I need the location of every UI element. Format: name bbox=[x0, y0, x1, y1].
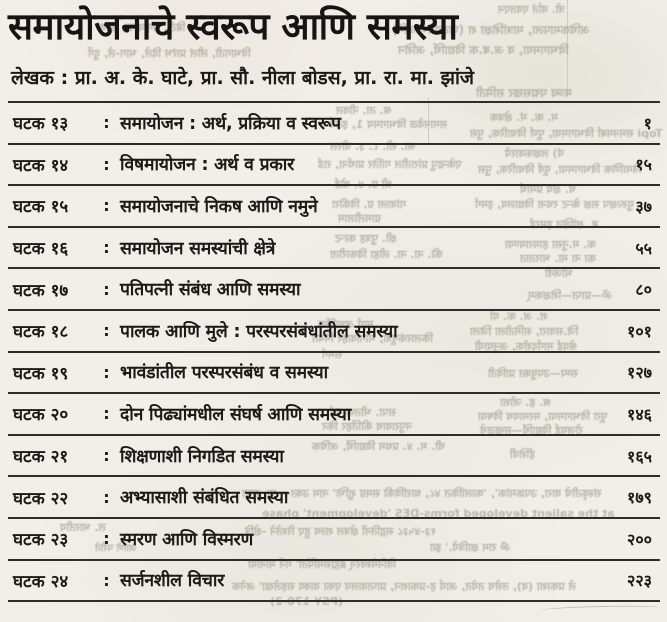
toc-table: घटक १३ : समायोजन : अर्थ, प्रक्रिया व स्व… bbox=[8, 101, 660, 603]
toc-row: घटक २१ : शिक्षणाशी निगडित समस्या १६५ bbox=[8, 433, 660, 476]
toc-separator: : bbox=[103, 570, 110, 590]
toc-separator: : bbox=[103, 487, 110, 507]
toc-page-number: १४६ bbox=[627, 404, 652, 424]
toc-entry-title: दोन पिढ्यांमधील संघर्ष आणि समस्या bbox=[120, 404, 352, 425]
toc-row: घटक १६ : समायोजन समस्यांची क्षेत्रे ५५ bbox=[8, 225, 660, 268]
toc-unit-label: घटक १७ bbox=[13, 280, 69, 301]
toc-row: घटक १९ : भावंडांतील परस्परसंबंध व समस्या… bbox=[8, 350, 660, 393]
toc-entry-title: समायोजनाचे निकष आणि नमुने bbox=[120, 196, 318, 217]
toc-unit-label: घटक १३ bbox=[13, 114, 69, 135]
bleedthrough-underline bbox=[541, 604, 661, 614]
toc-row: घटक १४ : विषमायोजन : अर्थ व प्रकार १५ bbox=[8, 142, 660, 185]
toc-page-number: २०० bbox=[627, 529, 652, 549]
toc-separator: : bbox=[103, 238, 110, 258]
toc-row: घटक १३ : समायोजन : अर्थ, प्रक्रिया व स्व… bbox=[8, 101, 660, 143]
toc-entry-title: शिक्षणाशी निगडित समस्या bbox=[120, 446, 284, 467]
toc-page-number: १५ bbox=[635, 155, 652, 175]
toc-unit-label: घटक १९ bbox=[13, 363, 69, 384]
toc-unit-label: घटक २३ bbox=[13, 530, 69, 551]
toc-entry-title: भावंडांतील परस्परसंबंध व समस्या bbox=[120, 363, 329, 384]
toc-entry-title: विषमायोजन : अर्थ व प्रकार bbox=[120, 155, 295, 176]
toc-page-number: १६५ bbox=[627, 446, 652, 466]
toc-separator: : bbox=[103, 279, 110, 299]
toc-entry-title: स्मरण आणि विस्मरण bbox=[120, 529, 254, 550]
toc-entry-title: पतिपत्नी संबंध आणि समस्या bbox=[120, 280, 301, 301]
toc-unit-label: घटक २२ bbox=[13, 488, 69, 509]
bleedthrough-text: मञ्च पद्मसखर समिती bbox=[476, 86, 572, 100]
toc-page-number: १ bbox=[643, 113, 652, 133]
toc-separator: : bbox=[103, 446, 110, 466]
toc-page-number: ५५ bbox=[635, 238, 652, 258]
toc-page-number: १२७ bbox=[627, 363, 652, 383]
toc-unit-label: घटक १८ bbox=[13, 322, 69, 343]
toc-row: घटक १८ : पालक आणि मुले : परस्परसंबंधांती… bbox=[8, 308, 660, 351]
toc-separator: : bbox=[103, 321, 110, 341]
toc-row: घटक १७ : पतिपत्नी संबंध आणि समस्या ८० bbox=[8, 267, 660, 309]
bleedthrough-text: त्रो. र्वातं एवतएन bbox=[498, 3, 565, 16]
toc-page-number: १०१ bbox=[627, 321, 652, 341]
toc-separator: : bbox=[103, 196, 110, 216]
toc-row: घटक २० : दोन पिढ्यांमधील संघर्ष आणि समस्… bbox=[8, 392, 660, 434]
toc-separator: : bbox=[103, 529, 110, 549]
toc-page-number: ३७ bbox=[635, 196, 652, 216]
toc-unit-label: घटक १६ bbox=[13, 239, 69, 260]
toc-unit-label: घटक २० bbox=[13, 405, 69, 426]
authors-line: लेखक : प्रा. अ. के. घाटे, प्रा. सौ. नीला… bbox=[11, 67, 474, 89]
toc-unit-label: घटक २४ bbox=[13, 571, 69, 592]
toc-entry-title: समायोजन : अर्थ, प्रक्रिया व स्वरूप bbox=[120, 113, 341, 134]
toc-row: घटक २२ : अभ्यासाशी संबंधित समस्या १७९ bbox=[8, 475, 660, 517]
toc-page-number: १७९ bbox=[627, 488, 652, 508]
toc-separator: : bbox=[103, 362, 110, 382]
toc-unit-label: घटक १५ bbox=[13, 197, 69, 218]
bleedthrough-vertical-rule bbox=[567, 0, 568, 96]
toc-entry-title: समायोजन समस्यांची क्षेत्रे bbox=[120, 238, 276, 259]
page-title: समायोजनाचे स्वरूप आणि समस्या bbox=[8, 5, 458, 48]
toc-unit-label: घटक २१ bbox=[13, 447, 69, 468]
toc-separator: : bbox=[103, 113, 110, 133]
toc-entry-title: अभ्यासाशी संबंधित समस्या bbox=[120, 488, 289, 509]
toc-page-number: ८० bbox=[635, 280, 652, 300]
toc-separator: : bbox=[103, 404, 110, 424]
toc-separator: : bbox=[103, 154, 110, 174]
toc-row: घटक १५ : समायोजनाचे निकष आणि नमुने ३७ bbox=[8, 184, 660, 226]
toc-row: घटक २४ : सर्जनशील विचार २२३ bbox=[8, 558, 660, 601]
toc-row: घटक २३ : स्मरण आणि विस्मरण २०० bbox=[8, 516, 660, 559]
toc-entry-title: पालक आणि मुले : परस्परसंबंधांतील समस्या bbox=[120, 321, 398, 342]
toc-unit-label: घटक १४ bbox=[13, 155, 69, 176]
toc-page-number: २२३ bbox=[627, 571, 652, 591]
toc-entry-title: सर्जनशील विचार bbox=[120, 571, 225, 592]
